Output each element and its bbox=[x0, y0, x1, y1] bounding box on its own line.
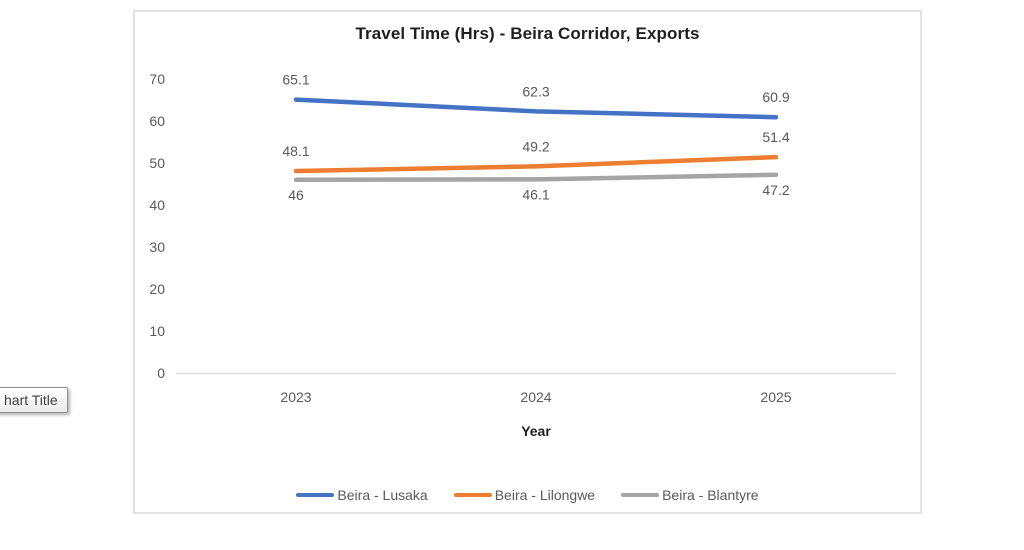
chart-legend: Beira - Lusaka Beira - Lilongwe Beira - … bbox=[135, 487, 920, 503]
series-line-beira-lilongwe[interactable] bbox=[293, 154, 779, 174]
data-label: 47.2 bbox=[762, 182, 789, 198]
legend-label: Beira - Lusaka bbox=[337, 487, 428, 503]
legend-line-swatch-blue bbox=[296, 492, 335, 498]
legend-line-swatch-gray bbox=[621, 492, 660, 498]
legend-item-beira-blantyre[interactable]: Beira - Blantyre bbox=[621, 487, 759, 503]
y-tick-label: 30 bbox=[149, 239, 165, 255]
data-label: 60.9 bbox=[762, 89, 789, 105]
chart-title: Travel Time (Hrs) - Beira Corridor, Expo… bbox=[355, 24, 700, 43]
data-label: 62.3 bbox=[522, 83, 549, 99]
y-tick-label: 0 bbox=[157, 365, 165, 381]
x-tick-label: 2025 bbox=[760, 389, 791, 405]
series-line-beira-lusaka[interactable] bbox=[293, 97, 779, 120]
y-tick-label: 40 bbox=[149, 197, 165, 213]
y-tick-label: 10 bbox=[149, 323, 165, 339]
legend-item-beira-lusaka[interactable]: Beira - Lusaka bbox=[296, 487, 428, 503]
x-tick-label: 2023 bbox=[280, 389, 311, 405]
data-label: 49.2 bbox=[522, 138, 549, 154]
plot-area[interactable]: 0 10 20 30 40 50 60 70 2023 2024 2025 Year 65.1 62.3 6… bbox=[135, 12, 920, 512]
y-tick-label: 20 bbox=[149, 281, 165, 297]
data-label: 46 bbox=[288, 187, 304, 203]
y-tick-label: 70 bbox=[149, 71, 165, 87]
data-label: 46.1 bbox=[522, 186, 549, 202]
data-label: 48.1 bbox=[282, 143, 309, 159]
legend-label: Beira - Lilongwe bbox=[494, 487, 596, 503]
legend-item-beira-lilongwe[interactable]: Beira - Lilongwe bbox=[453, 487, 596, 503]
data-label: 65.1 bbox=[282, 72, 309, 88]
chart-container[interactable]: Travel Time (Hrs) - Beira Corridor, Expo… bbox=[133, 10, 922, 514]
chart-title-tooltip: hart Title bbox=[0, 387, 68, 413]
data-label: 51.4 bbox=[762, 129, 789, 145]
x-axis-title: Year bbox=[521, 423, 551, 439]
tooltip-text: hart Title bbox=[4, 392, 58, 408]
legend-line-swatch-orange bbox=[453, 492, 492, 498]
y-tick-label: 60 bbox=[149, 113, 165, 129]
y-tick-label: 50 bbox=[149, 155, 165, 171]
legend-label: Beira - Blantyre bbox=[662, 487, 759, 503]
series-line-beira-blantyre[interactable] bbox=[293, 172, 779, 183]
x-tick-label: 2024 bbox=[520, 389, 551, 405]
